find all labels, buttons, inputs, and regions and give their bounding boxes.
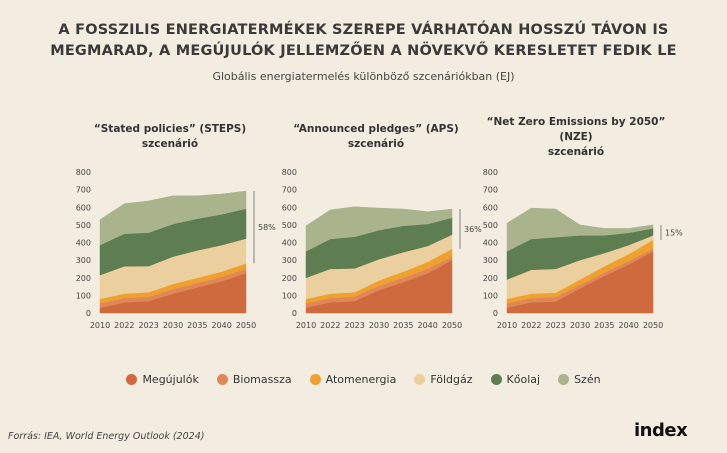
xtick-steps-2023: 2023 xyxy=(138,321,158,330)
legend-item-szen: Szén xyxy=(558,373,601,386)
chart-subtitle: Globális energiatermelés különböző szcen… xyxy=(212,70,515,83)
chart-title-line1: A FOSSZILIS ENERGIATERMÉKEK SZEREPE VÁRH… xyxy=(58,22,669,38)
ytick-nze-800: 800 xyxy=(483,168,498,177)
chart-title: A FOSSZILIS ENERGIATERMÉKEK SZEREPE VÁRH… xyxy=(0,20,727,62)
ytick-aps-800: 800 xyxy=(282,168,297,177)
ytick-steps-100: 100 xyxy=(76,291,91,300)
panel-title-aps-line2: szcenárió xyxy=(347,138,405,150)
xtick-nze-2040: 2040 xyxy=(618,321,638,330)
legend-swatch-koolaj xyxy=(490,374,502,385)
xtick-steps-2022: 2022 xyxy=(114,321,134,330)
ytick-nze-0: 0 xyxy=(493,309,498,318)
xtick-nze-2023: 2023 xyxy=(545,321,565,330)
index-logo: index xyxy=(634,420,688,441)
xtick-aps-2023: 2023 xyxy=(344,321,364,330)
xtick-aps-2050: 2050 xyxy=(442,321,462,330)
panel-title-steps-line2: szcenárió xyxy=(141,138,199,150)
legend-item-atomenergia: Atomenergia xyxy=(309,373,397,386)
ytick-nze-500: 500 xyxy=(483,221,498,230)
legend-label-megujulok: Megújulók xyxy=(142,373,199,386)
panel-title-nze-line3: szcenárió xyxy=(547,146,605,158)
panel-title-nze: “Net Zero Emissions by 2050” (NZE) szcen… xyxy=(476,115,676,160)
xtick-nze-2022: 2022 xyxy=(521,321,541,330)
legend-swatch-szen xyxy=(558,374,570,385)
ytick-aps-700: 700 xyxy=(282,186,297,195)
ytick-steps-500: 500 xyxy=(76,221,91,230)
xtick-steps-2040: 2040 xyxy=(211,321,231,330)
ytick-steps-200: 200 xyxy=(76,274,91,283)
ytick-steps-400: 400 xyxy=(76,239,91,248)
ytick-aps-300: 300 xyxy=(282,256,297,265)
legend: Megújulók Biomassza Atomenergia Földgáz … xyxy=(0,373,727,386)
xtick-steps-2035: 2035 xyxy=(187,321,207,330)
area-nze-szén xyxy=(506,207,654,252)
legend-item-biomassza: Biomassza xyxy=(216,373,292,386)
ytick-aps-100: 100 xyxy=(282,291,297,300)
source-note: Forrás: IEA, World Energy Outlook (2024) xyxy=(8,431,205,442)
ytick-nze-600: 600 xyxy=(483,203,498,212)
xtick-steps-2030: 2030 xyxy=(163,321,183,330)
legend-swatch-megujulok xyxy=(126,374,138,385)
ytick-nze-400: 400 xyxy=(483,239,498,248)
ytick-nze-700: 700 xyxy=(483,186,498,195)
xtick-steps-2050: 2050 xyxy=(236,321,256,330)
annotation-label-nze: 15% xyxy=(665,228,683,237)
ytick-aps-400: 400 xyxy=(282,239,297,248)
legend-label-szen: Szén xyxy=(574,373,601,386)
ytick-nze-100: 100 xyxy=(483,291,498,300)
ytick-steps-300: 300 xyxy=(76,256,91,265)
legend-label-atomenergia: Atomenergia xyxy=(325,373,397,386)
ytick-nze-200: 200 xyxy=(483,274,498,283)
ytick-aps-600: 600 xyxy=(282,203,297,212)
legend-item-foldgaz: Földgáz xyxy=(414,373,473,386)
area-steps-szén xyxy=(99,190,247,246)
ytick-aps-0: 0 xyxy=(292,309,297,318)
xtick-aps-2040: 2040 xyxy=(417,321,437,330)
ytick-aps-200: 200 xyxy=(282,274,297,283)
legend-item-megujulok: Megújulók xyxy=(126,373,199,386)
xtick-aps-2010: 2010 xyxy=(296,321,316,330)
xtick-aps-2022: 2022 xyxy=(320,321,340,330)
annotation-label-aps: 36% xyxy=(464,225,482,234)
area-aps-szén xyxy=(305,206,453,252)
xtick-nze-2030: 2030 xyxy=(570,321,590,330)
legend-swatch-atomenergia xyxy=(309,374,321,385)
chart-title-line2: MEGMARAD, A MEGÚJULÓK JELLEMZŐEN A NÖVEK… xyxy=(50,43,677,59)
legend-label-biomassza: Biomassza xyxy=(232,373,292,386)
legend-label-koolaj: Kőolaj xyxy=(506,373,541,386)
ytick-aps-500: 500 xyxy=(282,221,297,230)
xtick-aps-2035: 2035 xyxy=(393,321,413,330)
legend-label-foldgaz: Földgáz xyxy=(430,373,473,386)
ytick-steps-0: 0 xyxy=(86,309,91,318)
panel-title-aps: “Announced pledges” (APS) szcenárió xyxy=(276,122,476,152)
panel-title-aps-line1: “Announced pledges” (APS) xyxy=(293,123,459,135)
xtick-nze-2010: 2010 xyxy=(497,321,517,330)
xtick-nze-2035: 2035 xyxy=(594,321,614,330)
xtick-aps-2030: 2030 xyxy=(369,321,389,330)
panel-title-steps-line1: “Stated policies” (STEPS) xyxy=(93,123,247,135)
ytick-nze-300: 300 xyxy=(483,256,498,265)
panel-title-steps: “Stated policies” (STEPS) szcenárió xyxy=(70,122,270,152)
ytick-steps-600: 600 xyxy=(76,203,91,212)
panel-title-nze-line2: (NZE) xyxy=(559,131,593,143)
legend-swatch-foldgaz xyxy=(414,374,426,385)
panel-title-nze-line1: “Net Zero Emissions by 2050” xyxy=(486,116,666,128)
legend-swatch-biomassza xyxy=(216,374,228,385)
ytick-steps-700: 700 xyxy=(76,186,91,195)
ytick-steps-800: 800 xyxy=(76,168,91,177)
annotation-label-steps: 58% xyxy=(258,223,276,232)
legend-item-koolaj: Kőolaj xyxy=(490,373,541,386)
xtick-steps-2010: 2010 xyxy=(90,321,110,330)
xtick-nze-2050: 2050 xyxy=(643,321,663,330)
